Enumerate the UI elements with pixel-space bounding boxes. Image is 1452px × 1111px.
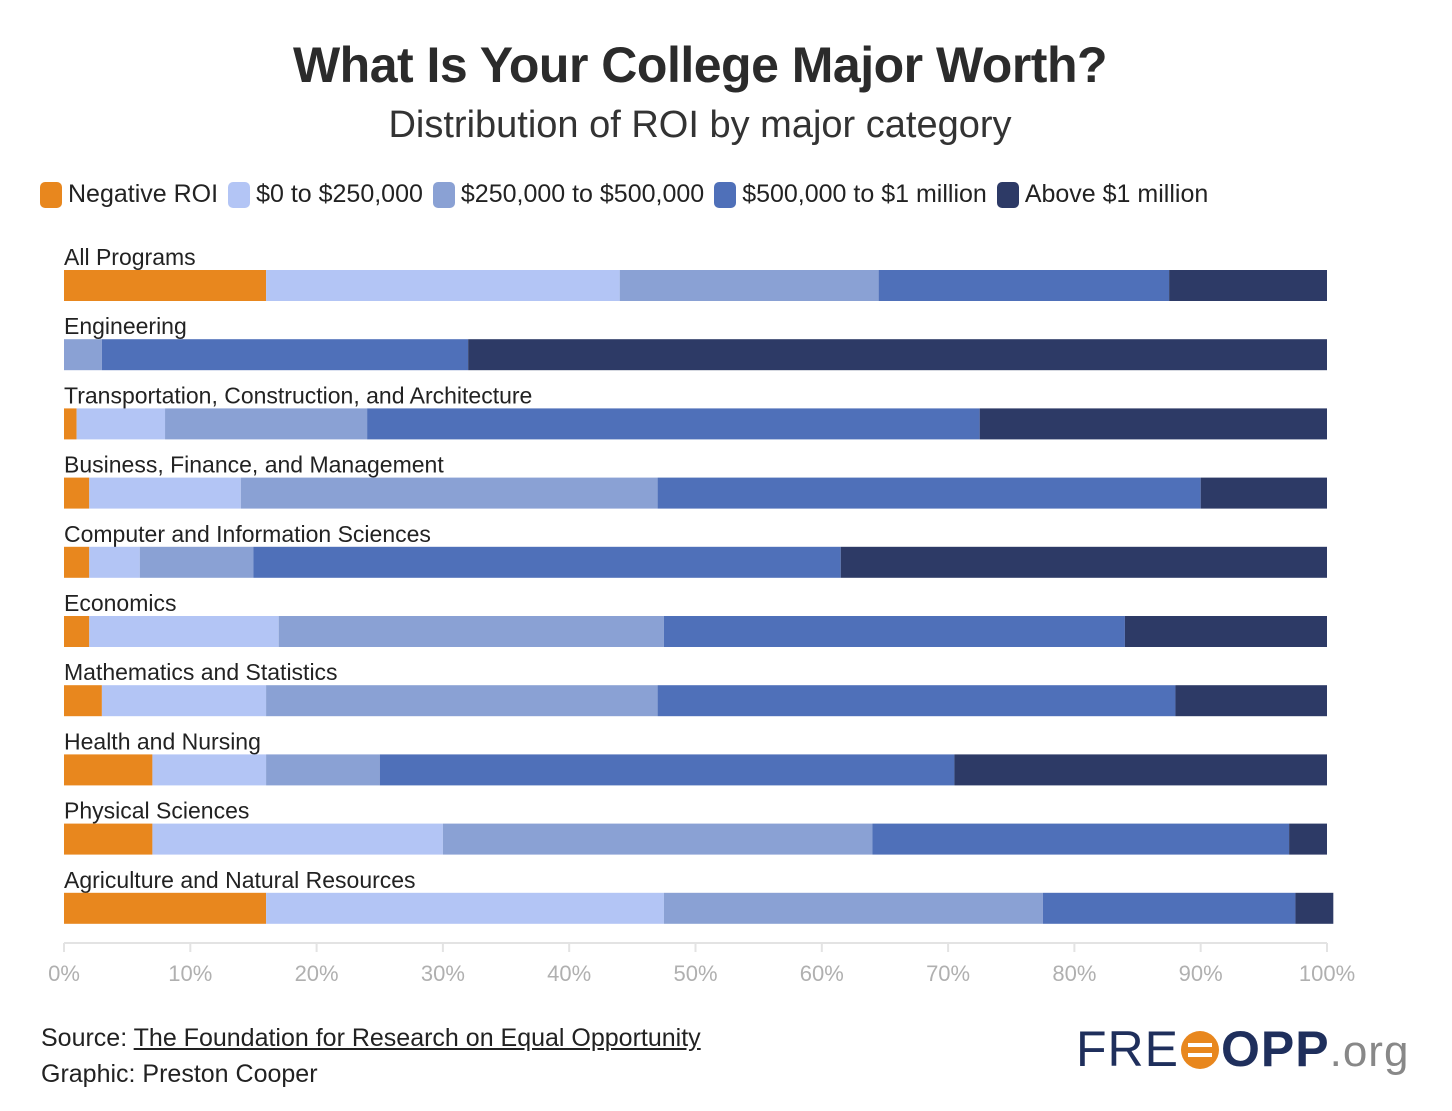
bar-segment[interactable]: Mathematics and Statistics – $0 to $250,… xyxy=(101,685,267,717)
bar-segment[interactable]: Agriculture and Natural Resources – Abov… xyxy=(1295,892,1334,924)
bar-segment[interactable]: Health and Nursing – $500,000 to $1 mill… xyxy=(379,754,955,786)
category-label: Agriculture and Natural Resources xyxy=(64,867,416,893)
category-label: Mathematics and Statistics xyxy=(64,659,338,685)
bar-segment[interactable]: Physical Sciences – $0 to $250,000: 23% xyxy=(152,823,443,855)
legend: Negative ROI $0 to $250,000 $250,000 to … xyxy=(40,180,1218,209)
bar-segment[interactable]: Business, Finance, and Management – $250… xyxy=(240,477,658,509)
legend-label: Above $1 million xyxy=(1024,180,1209,208)
bar-segment[interactable]: Business, Finance, and Management – $500… xyxy=(657,477,1201,509)
x-tick-label: 70% xyxy=(926,961,970,986)
bar-segment[interactable]: Engineering – $250,000 to $500,000: 3% xyxy=(64,339,102,371)
bar-segment[interactable]: Business, Finance, and Management – Abov… xyxy=(1200,477,1327,509)
category-label: Business, Finance, and Management xyxy=(64,452,444,478)
x-tick-label: 0% xyxy=(48,961,80,986)
bar-segment[interactable]: Economics – $500,000 to $1 million: 36.5… xyxy=(663,616,1125,647)
bar-segment[interactable]: Mathematics and Statistics – $500,000 to… xyxy=(657,685,1176,717)
bar-segment[interactable]: Economics – $0 to $250,000: 15% xyxy=(89,616,279,647)
legend-label: $0 to $250,000 xyxy=(256,180,423,208)
bar-segment[interactable]: All Programs – $500,000 to $1 million: 2… xyxy=(878,270,1170,301)
legend-item-250k-500k[interactable]: $250,000 to $500,000 xyxy=(432,180,705,209)
category-label: Health and Nursing xyxy=(64,728,261,754)
logo-text-opp: OPP xyxy=(1221,1021,1330,1077)
bar-segment[interactable]: Health and Nursing – $0 to $250,000: 9% xyxy=(152,754,267,786)
x-tick-label: 100% xyxy=(1299,961,1355,986)
graphic-credit: Graphic: Preston Cooper xyxy=(41,1060,318,1088)
bar-segment[interactable]: All Programs – Negative ROI: 16% xyxy=(64,270,267,301)
bar-segment[interactable]: Agriculture and Natural Resources – $250… xyxy=(663,892,1043,924)
x-tick-label: 90% xyxy=(1179,961,1223,986)
bar-segment[interactable]: Transportation, Construction, and Archit… xyxy=(76,408,166,440)
bar-segment[interactable]: Agriculture and Natural Resources – Nega… xyxy=(64,892,267,924)
bar-segment[interactable]: Economics – $250,000 to $500,000: 30.5% xyxy=(278,616,664,647)
category-label: Physical Sciences xyxy=(64,798,249,824)
bar-segment[interactable]: Physical Sciences – Negative ROI: 7% xyxy=(64,823,153,855)
bar-segment[interactable]: Health and Nursing – Above $1 million: 2… xyxy=(954,754,1327,786)
bar-segment[interactable]: Physical Sciences – $500,000 to $1 milli… xyxy=(872,823,1290,855)
bar-segment[interactable]: Economics – Above $1 million: 16% xyxy=(1124,616,1327,647)
x-tick-label: 60% xyxy=(800,961,844,986)
legend-item-0-250k[interactable]: $0 to $250,000 xyxy=(228,180,423,209)
category-label: Transportation, Construction, and Archit… xyxy=(64,382,532,408)
bar-segment[interactable]: Computer and Information Sciences – $500… xyxy=(253,546,841,578)
bar-segment[interactable]: Computer and Information Sciences – $250… xyxy=(139,546,254,578)
category-label: All Programs xyxy=(64,244,196,270)
legend-swatch xyxy=(714,181,737,208)
x-tick-label: 50% xyxy=(673,961,717,986)
bar-segment[interactable]: Transportation, Construction, and Archit… xyxy=(64,408,77,440)
chart-subtitle: Distribution of ROI by major category xyxy=(388,104,1012,146)
bar-segment[interactable]: All Programs – Above $1 million: 12.5% xyxy=(1169,270,1327,301)
x-tick-label: 10% xyxy=(168,961,212,986)
legend-swatch xyxy=(228,181,251,208)
bar-segment[interactable]: Transportation, Construction, and Archit… xyxy=(165,408,368,440)
bar-segment[interactable]: Economics – Negative ROI: 2% xyxy=(64,616,90,647)
x-tick-label: 20% xyxy=(295,961,339,986)
bar-segment[interactable]: Health and Nursing – Negative ROI: 7% xyxy=(64,754,153,786)
bar-segment[interactable]: Physical Sciences – $250,000 to $500,000… xyxy=(442,823,873,855)
bar-segment[interactable]: Business, Finance, and Management – Nega… xyxy=(64,477,90,509)
bar-segment[interactable]: All Programs – $250,000 to $500,000: 20.… xyxy=(619,270,879,301)
x-tick-label: 30% xyxy=(421,961,465,986)
source-link[interactable]: The Foundation for Research on Equal Opp… xyxy=(133,1024,701,1052)
bar-segment[interactable]: Computer and Information Sciences – Abov… xyxy=(840,546,1327,578)
chart-title: What Is Your College Major Worth? xyxy=(292,37,1108,93)
bar-segment[interactable]: Mathematics and Statistics – Above $1 mi… xyxy=(1175,685,1327,717)
bar-segment[interactable]: Computer and Information Sciences – $0 t… xyxy=(89,546,140,578)
category-label: Engineering xyxy=(64,313,187,339)
bar-segment[interactable]: Physical Sciences – Above $1 million: 3% xyxy=(1289,823,1327,855)
bar-segment[interactable]: Transportation, Construction, and Archit… xyxy=(979,408,1327,440)
bar-segment[interactable]: Engineering – $500,000 to $1 million: 29… xyxy=(101,339,469,371)
bar-segment[interactable]: Business, Finance, and Management – $0 t… xyxy=(89,477,241,509)
source-line: Source: The Foundation for Research on E… xyxy=(41,1024,701,1053)
legend-item-above-1m[interactable]: Above $1 million xyxy=(996,180,1209,209)
bar-segment[interactable]: Mathematics and Statistics – $250,000 to… xyxy=(266,685,658,717)
bar-segment[interactable]: Engineering – Above $1 million: 68% xyxy=(468,339,1327,371)
logo-text-fre: FRE xyxy=(1076,1021,1179,1077)
legend-label: $500,000 to $1 million xyxy=(742,180,987,208)
logo-text-org: .org xyxy=(1329,1027,1410,1076)
bar-segment[interactable]: Mathematics and Statistics – Negative RO… xyxy=(64,685,102,717)
bar-segment[interactable]: All Programs – $0 to $250,000: 28% xyxy=(266,270,620,301)
legend-label: $250,000 to $500,000 xyxy=(460,180,705,208)
legend-item-negative[interactable]: Negative ROI xyxy=(40,180,218,209)
logo-equal-icon xyxy=(1181,1031,1219,1069)
source-label: Source: xyxy=(41,1024,134,1052)
legend-label: Negative ROI xyxy=(68,180,219,208)
legend-item-500k-1m[interactable]: $500,000 to $1 million xyxy=(714,180,987,209)
freopp-logo[interactable]: FRE OPP.org xyxy=(1076,1020,1409,1078)
bar-segment[interactable]: Transportation, Construction, and Archit… xyxy=(367,408,980,440)
stacked-bar-chart: All ProgramsAll Programs – Negative ROI:… xyxy=(48,244,1355,986)
bar-segment[interactable]: Computer and Information Sciences – Nega… xyxy=(64,546,90,578)
legend-swatch xyxy=(40,181,62,208)
category-label: Economics xyxy=(64,590,176,616)
bar-segment[interactable]: Health and Nursing – $250,000 to $500,00… xyxy=(266,754,380,786)
x-tick-label: 40% xyxy=(547,961,591,986)
x-tick-label: 80% xyxy=(1052,961,1096,986)
legend-swatch xyxy=(432,181,455,208)
legend-swatch xyxy=(996,181,1019,208)
bar-segment[interactable]: Agriculture and Natural Resources – $0 t… xyxy=(266,892,664,924)
category-label: Computer and Information Sciences xyxy=(64,521,431,547)
bar-segment[interactable]: Agriculture and Natural Resources – $500… xyxy=(1042,892,1296,924)
